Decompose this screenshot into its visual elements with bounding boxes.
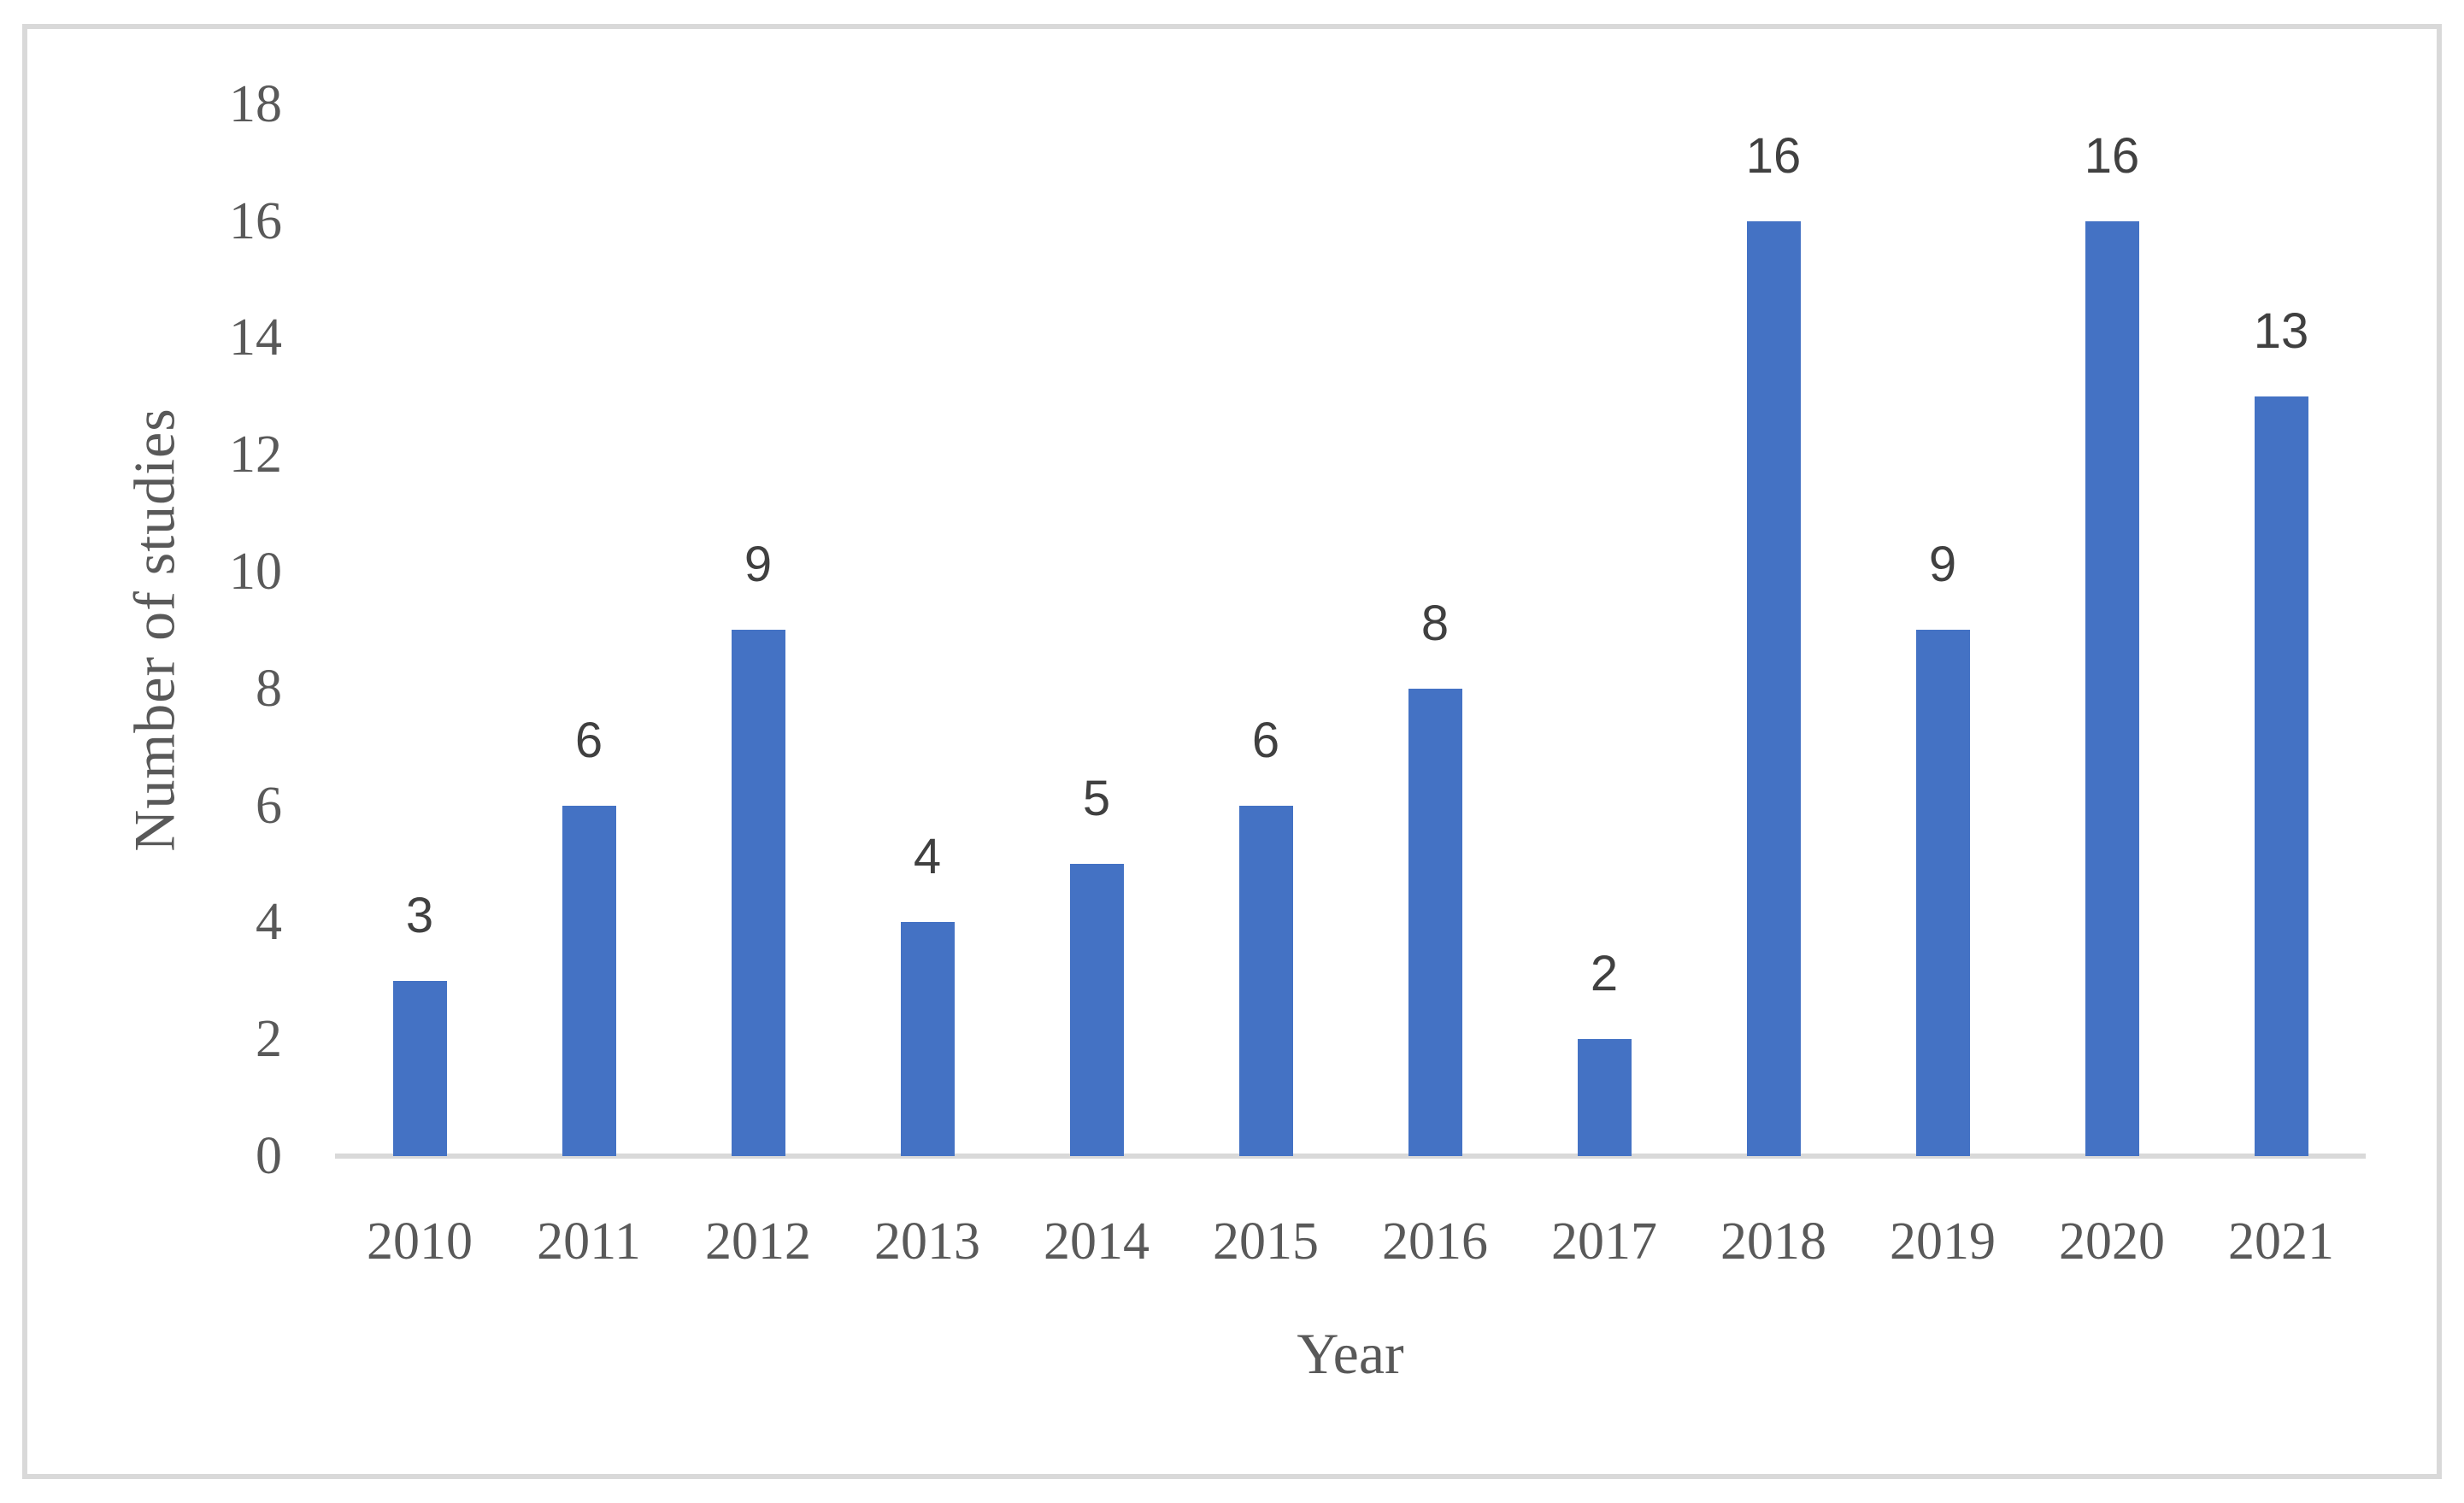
figure-frame <box>22 24 2442 1479</box>
data-label-2015: 6 <box>1251 712 1280 768</box>
data-label-2012: 9 <box>744 537 773 593</box>
bar-2015 <box>1238 805 1293 1156</box>
y-tick-4: 4 <box>256 893 282 952</box>
x-axis-title: Year <box>1297 1321 1404 1386</box>
x-tick-2018: 2018 <box>1720 1212 1826 1271</box>
data-label-2021: 13 <box>2253 302 2309 359</box>
bar-2011 <box>562 805 616 1156</box>
data-label-2019: 9 <box>1928 537 1957 593</box>
y-tick-14: 14 <box>229 308 282 367</box>
y-tick-16: 16 <box>229 191 282 250</box>
bar-2014 <box>1069 864 1124 1156</box>
bar-2021 <box>2254 396 2308 1156</box>
x-axis-line <box>335 1154 2366 1159</box>
data-label-2010: 3 <box>405 887 434 943</box>
y-tick-0: 0 <box>256 1127 282 1185</box>
y-tick-12: 12 <box>229 426 282 484</box>
bar-2012 <box>731 630 785 1156</box>
bar-2010 <box>392 980 447 1156</box>
x-tick-2019: 2019 <box>1890 1212 1996 1271</box>
x-tick-2011: 2011 <box>537 1212 641 1271</box>
bar-2016 <box>1408 688 1462 1156</box>
x-tick-2017: 2017 <box>1551 1212 1657 1271</box>
data-label-2016: 8 <box>1420 595 1450 651</box>
x-tick-2015: 2015 <box>1213 1212 1319 1271</box>
bar-2020 <box>2085 220 2139 1156</box>
y-tick-10: 10 <box>229 543 282 601</box>
data-label-2017: 2 <box>1590 946 1619 1002</box>
bar-2017 <box>1577 1039 1632 1156</box>
data-label-2011: 6 <box>574 712 603 768</box>
y-tick-8: 8 <box>256 659 282 718</box>
x-tick-2016: 2016 <box>1382 1212 1488 1271</box>
x-tick-2012: 2012 <box>705 1212 811 1271</box>
x-tick-2021: 2021 <box>2228 1212 2334 1271</box>
y-tick-2: 2 <box>256 1010 282 1069</box>
data-label-2018: 16 <box>1745 127 1802 184</box>
x-tick-2013: 2013 <box>874 1212 980 1271</box>
bar-2018 <box>1746 220 1801 1156</box>
x-tick-2020: 2020 <box>2059 1212 2165 1271</box>
data-label-2013: 4 <box>913 829 942 885</box>
data-label-2014: 5 <box>1082 771 1111 826</box>
y-tick-6: 6 <box>256 776 282 835</box>
bar-2013 <box>900 922 955 1156</box>
x-tick-2010: 2010 <box>367 1212 473 1271</box>
x-tick-2014: 2014 <box>1044 1212 1150 1271</box>
y-tick-18: 18 <box>229 74 282 133</box>
bar-2019 <box>1915 630 1970 1156</box>
data-label-2020: 16 <box>2084 127 2140 184</box>
